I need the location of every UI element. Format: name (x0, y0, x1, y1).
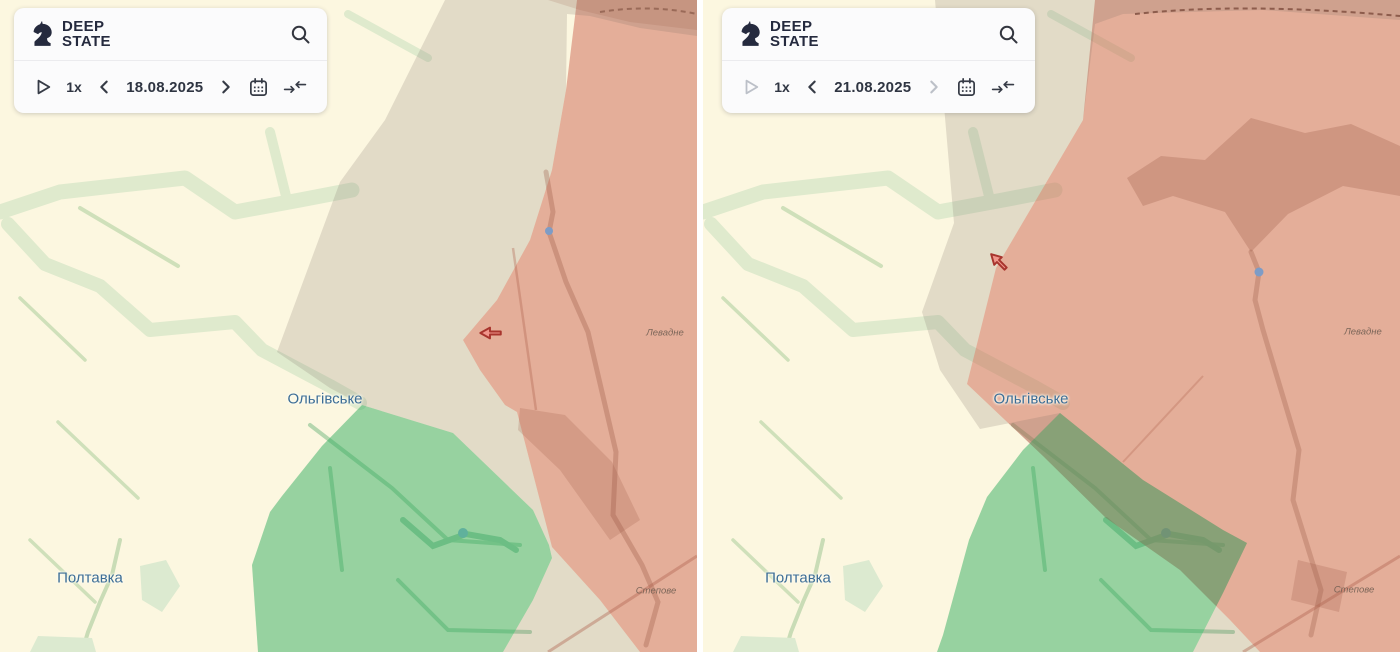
next-day-button[interactable] (926, 78, 942, 96)
search-icon (999, 25, 1018, 43)
occupied-area (967, 0, 1400, 652)
liberated-area (937, 413, 1247, 652)
panel-header-row: DEEP STATE (722, 8, 1035, 60)
knight-logo-icon (33, 20, 52, 46)
chevron-left-icon (100, 80, 108, 94)
speed-label[interactable]: 1x (774, 79, 790, 95)
panel-divider (14, 60, 327, 61)
control-panel: DEEP STATE (14, 8, 327, 113)
road-line (1242, 554, 1400, 652)
current-date-label: 18.08.2025 (126, 78, 204, 96)
map-label-town-main: Ольгівське (287, 390, 363, 408)
panel-header-row: DEEP STATE (14, 8, 327, 60)
search-button[interactable] (290, 24, 311, 45)
forest-patch (1291, 560, 1347, 612)
knight-logo-icon (741, 20, 760, 46)
calendar-icon (957, 77, 975, 96)
road-line (1122, 375, 1204, 463)
calendar-button[interactable] (956, 77, 977, 98)
pond (545, 227, 553, 235)
brand-name: DEEP STATE (770, 19, 819, 49)
search-button[interactable] (998, 24, 1019, 45)
gray-zone-area (922, 0, 1400, 652)
brand-line2: STATE (62, 33, 111, 50)
map-canvas[interactable] (0, 0, 697, 652)
timeline-controls-row: 1x 18.08.2025 (14, 61, 327, 113)
occupied-area (463, 0, 697, 652)
brand-line1: DEEP (770, 18, 813, 35)
jump-to-latest-button[interactable] (991, 78, 1015, 96)
play-icon (37, 79, 51, 95)
map-label-village-southeast: Степове (1333, 584, 1375, 596)
map-label-village-southeast: Степове (635, 585, 677, 597)
converge-arrows-icon (283, 81, 307, 93)
admin-boundary-dashed-line (599, 7, 697, 15)
play-button[interactable] (34, 77, 52, 97)
chevron-left-icon (808, 80, 816, 94)
map-label-town-southwest: Полтавка (57, 569, 123, 587)
map-label-village-east: Левадне (646, 327, 684, 339)
road-line (511, 247, 538, 411)
liberated-area (252, 405, 552, 652)
calendar-icon (249, 77, 267, 96)
play-icon (745, 79, 759, 95)
creek-line (1248, 249, 1324, 638)
gray-zone-area (277, 0, 697, 652)
panel-divider (722, 60, 1035, 61)
forest-patch (518, 408, 640, 540)
chevron-right-icon (929, 80, 938, 94)
pane-seam (697, 0, 703, 652)
map-label-town-southwest: Полтавка (765, 569, 831, 587)
prev-day-button[interactable] (96, 78, 112, 96)
map-label-town-main: Ольгівське (993, 390, 1069, 408)
control-panel: DEEP STATE (722, 8, 1035, 113)
brand-line2: STATE (770, 33, 819, 50)
calendar-button[interactable] (248, 77, 269, 98)
timeline-controls-row: 1x 21.08.2025 (722, 61, 1035, 113)
map-canvas[interactable] (703, 0, 1400, 652)
map-pane-after: Ольгівське Полтавка Левадне Степове DEEP… (703, 0, 1400, 652)
deepstate-logo[interactable]: DEEP STATE (738, 19, 819, 49)
forest-patch (1127, 118, 1400, 252)
advance-arrow-icon (479, 326, 502, 340)
advance-arrow-icon (990, 253, 1008, 271)
next-day-button[interactable] (218, 78, 234, 96)
creek-line (543, 169, 661, 648)
forest-patch (548, 0, 697, 30)
road-line (547, 554, 697, 652)
converge-arrows-icon (991, 81, 1015, 93)
current-date-label: 21.08.2025 (834, 78, 912, 96)
pond (1254, 267, 1264, 277)
speed-label[interactable]: 1x (66, 79, 82, 95)
deepstate-logo[interactable]: DEEP STATE (30, 19, 111, 49)
map-pane-before: Ольгівське Полтавка Левадне Степове DEEP… (0, 0, 697, 652)
map-label-village-east: Левадне (1344, 326, 1382, 338)
prev-day-button[interactable] (804, 78, 820, 96)
brand-line1: DEEP (62, 18, 105, 35)
admin-boundary-dashed-line (1134, 7, 1400, 17)
chevron-right-icon (221, 80, 230, 94)
brand-name: DEEP STATE (62, 19, 111, 49)
play-button[interactable] (742, 77, 760, 97)
search-icon (291, 25, 310, 43)
jump-to-latest-button[interactable] (283, 78, 307, 96)
